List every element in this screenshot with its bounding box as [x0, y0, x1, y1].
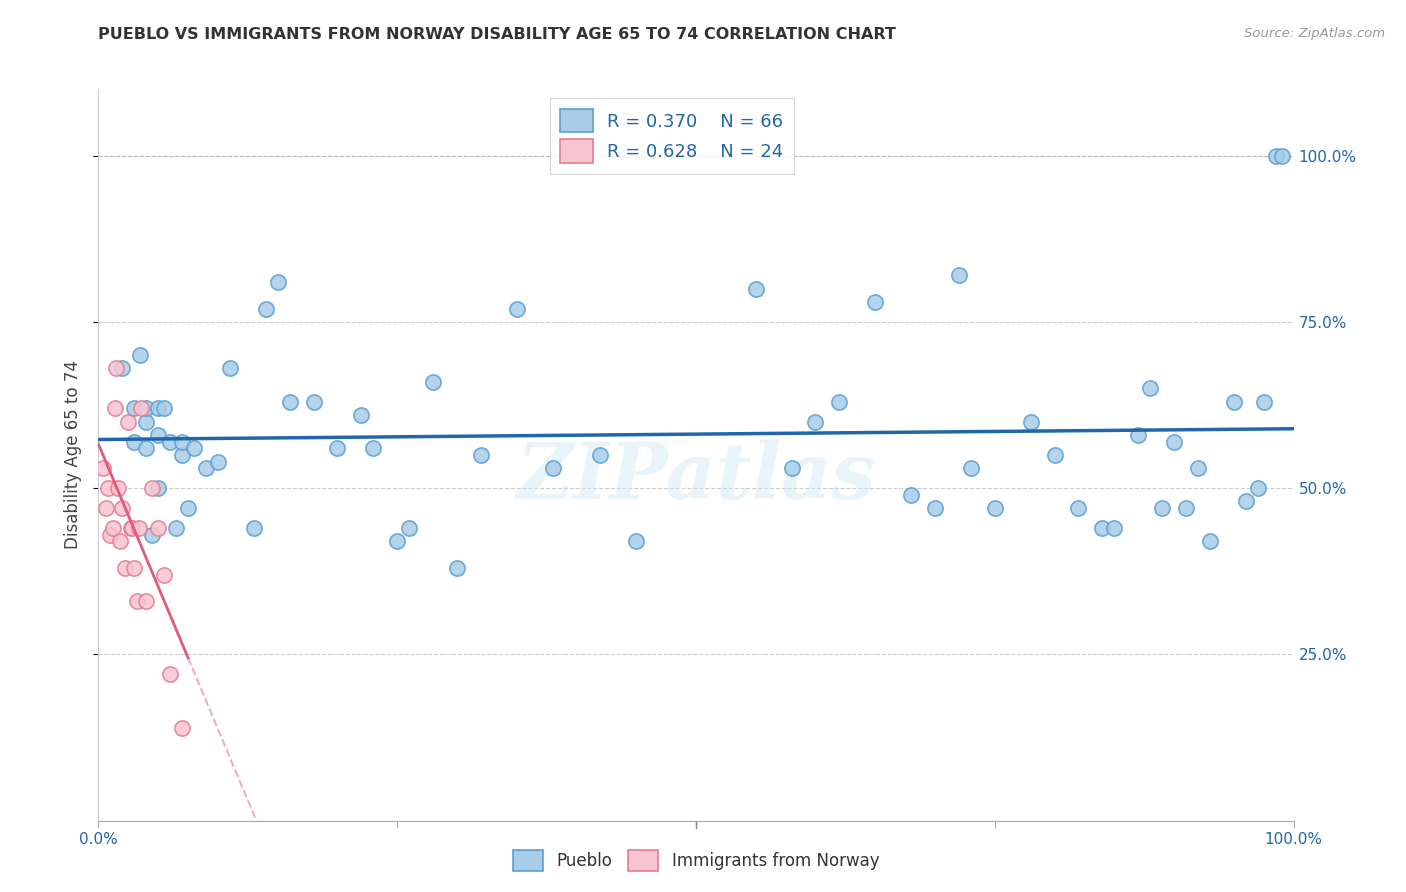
Text: PUEBLO VS IMMIGRANTS FROM NORWAY DISABILITY AGE 65 TO 74 CORRELATION CHART: PUEBLO VS IMMIGRANTS FROM NORWAY DISABIL… — [98, 27, 896, 42]
Point — [135, 415, 157, 429]
Point — [780, 461, 803, 475]
Point — [111, 501, 134, 516]
Point — [141, 527, 163, 541]
Point — [104, 401, 127, 416]
Point — [984, 501, 1007, 516]
Point — [120, 521, 142, 535]
Point — [278, 394, 301, 409]
Point — [159, 434, 181, 449]
Point — [1264, 149, 1286, 163]
Point — [1139, 381, 1161, 395]
Point — [148, 401, 170, 416]
Point — [1253, 394, 1275, 409]
Point — [254, 301, 277, 316]
Point — [135, 594, 157, 608]
Point — [105, 361, 128, 376]
Point — [924, 501, 946, 516]
Point — [745, 282, 768, 296]
Point — [1271, 149, 1294, 163]
Point — [363, 442, 385, 456]
Point — [541, 461, 564, 475]
Point — [124, 401, 146, 416]
Point — [1198, 534, 1220, 549]
Point — [107, 481, 129, 495]
Point — [124, 434, 146, 449]
Point — [1234, 494, 1257, 508]
Point — [194, 461, 218, 475]
Point — [1019, 415, 1042, 429]
Point — [398, 521, 420, 535]
Point — [129, 348, 152, 362]
Point — [148, 521, 170, 535]
Point — [98, 527, 122, 541]
Point — [1187, 461, 1209, 475]
Point — [863, 295, 887, 310]
Point — [91, 461, 114, 475]
Point — [422, 375, 444, 389]
Point — [948, 268, 970, 283]
Point — [148, 481, 170, 495]
Point — [101, 521, 124, 535]
Point — [302, 394, 325, 409]
Point — [506, 301, 529, 316]
Point — [959, 461, 981, 475]
Point — [219, 361, 242, 376]
Point — [828, 394, 851, 409]
Point — [470, 448, 492, 462]
Point — [446, 561, 468, 575]
Point — [804, 415, 827, 429]
Point — [183, 442, 205, 456]
Point — [1222, 394, 1246, 409]
Point — [267, 275, 290, 289]
Point — [385, 534, 409, 549]
Point — [1163, 434, 1185, 449]
Point — [111, 361, 134, 376]
Point — [589, 448, 612, 462]
Point — [1175, 501, 1198, 516]
Point — [135, 442, 157, 456]
Point — [350, 408, 373, 422]
Point — [326, 442, 349, 456]
Point — [108, 534, 131, 549]
Point — [207, 454, 229, 468]
Point — [141, 481, 163, 495]
Y-axis label: Disability Age 65 to 74: Disability Age 65 to 74 — [65, 360, 83, 549]
Text: Source: ZipAtlas.com: Source: ZipAtlas.com — [1244, 27, 1385, 40]
Point — [1128, 428, 1150, 442]
Point — [177, 501, 200, 516]
Point — [1102, 521, 1125, 535]
Point — [153, 567, 176, 582]
Point — [1043, 448, 1066, 462]
Point — [172, 448, 194, 462]
Point — [148, 428, 170, 442]
Point — [900, 488, 922, 502]
Point — [1150, 501, 1173, 516]
Point — [626, 534, 648, 549]
Legend: Pueblo, Immigrants from Norway: Pueblo, Immigrants from Norway — [506, 844, 886, 878]
Point — [124, 561, 146, 575]
Point — [159, 667, 181, 681]
Point — [128, 521, 150, 535]
Point — [243, 521, 266, 535]
Text: ZIPatlas: ZIPatlas — [516, 439, 876, 515]
Point — [94, 501, 117, 516]
Point — [131, 401, 153, 416]
Point — [117, 415, 139, 429]
Point — [97, 481, 120, 495]
Point — [125, 594, 148, 608]
Point — [1246, 481, 1268, 495]
Point — [172, 434, 194, 449]
Point — [165, 521, 187, 535]
Point — [121, 521, 143, 535]
Point — [1091, 521, 1114, 535]
Point — [114, 561, 136, 575]
Point — [135, 401, 157, 416]
Point — [172, 721, 194, 735]
Point — [153, 401, 176, 416]
Point — [1067, 501, 1090, 516]
